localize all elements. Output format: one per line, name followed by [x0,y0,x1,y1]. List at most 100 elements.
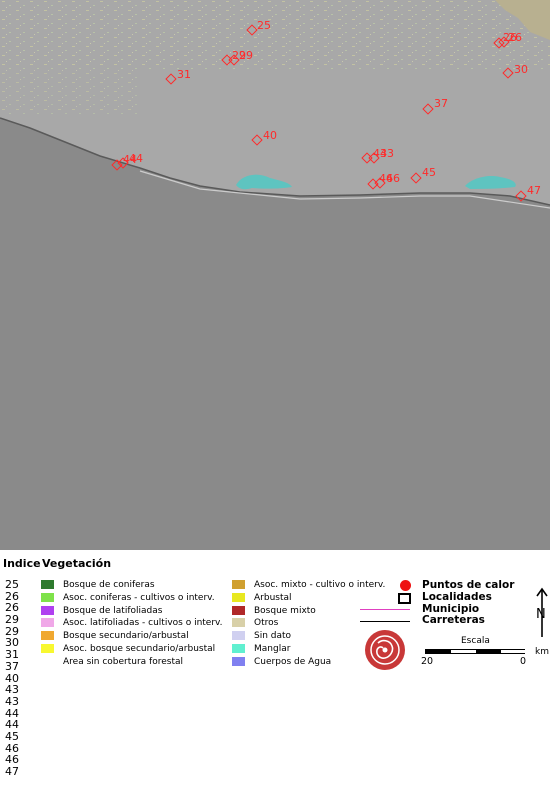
vegetation-swatch [41,580,54,589]
map-relief-texture [0,0,550,70]
map-coastal-sea [0,118,550,550]
vegetation-label: Bosque de latifoliadas [63,605,163,616]
hotspot-label: 29 [239,49,253,62]
hotspot-label: 31 [177,68,191,81]
hotspot-label: 47 [527,184,541,197]
hotspot-marker-icon[interactable] [374,177,386,189]
hotspot-label: 44 [123,153,137,166]
vegetation-header: Vegetación [42,557,112,570]
vegetation-label: Bosque secundario/arbustal [63,631,189,642]
vegetation-label: Bosque mixto [254,605,316,616]
hotspot-symbol-label: Puntos de calor [422,579,515,591]
hotspot-marker-icon[interactable] [410,172,422,184]
vegetation-swatch [41,643,54,653]
vegetation-swatch [232,605,245,615]
index-value: 29 [5,613,19,627]
hotspot-marker-icon[interactable] [498,36,510,48]
road-line-icon [360,621,410,622]
vegetation-label: Arbustal [254,592,292,603]
map-mountain-shade [495,0,550,40]
hotspot-marker-icon[interactable] [246,24,258,36]
vegetation-label: Manglar [254,643,291,654]
index-value: 43 [5,694,19,708]
hotspot-label: 26 [503,31,517,44]
scale-left-value: 20 [421,656,434,667]
hotspot-label: 26 [508,31,522,44]
hotspot-marker-icon[interactable] [111,159,123,171]
index-list: 25 26 26 29 29 30 31 37 40 43 43 44 44 45 46 46 47 [5,579,19,778]
hotspot-marker-icon[interactable] [493,37,505,49]
map-coastline [0,117,550,206]
locality-symbol-icon [398,593,411,604]
index-value: 46 [5,753,19,767]
municipality-line-icon [360,609,410,610]
index-value: 44 [5,706,19,720]
index-value: 46 [5,741,19,755]
hotspot-marker-icon[interactable] [502,67,514,79]
hotspot-label: 46 [386,172,400,185]
hotspot-marker-icon[interactable] [515,190,527,202]
north-letter: N [536,607,546,622]
hotspot-marker-icon[interactable] [361,152,373,164]
institution-seal-icon [365,630,405,670]
hotspot-label: 46 [379,172,393,185]
lagoon-east [465,176,516,189]
hotspot-label: 43 [380,147,394,160]
index-value: 30 [5,636,19,650]
index-value: 44 [5,718,19,732]
municipality-symbol-label: Municipio [422,603,480,615]
scale-bar [425,649,526,654]
hotspot-label: 37 [434,97,448,110]
index-value: 43 [5,683,19,697]
road-symbol-label: Carreteras [422,614,485,626]
index-value: 26 [5,589,19,603]
legend-panel: Indice Vegetación 25 26 26 29 29 30 31 37 40 43 43… [0,550,550,800]
hotspot-marker-icon[interactable] [422,103,434,115]
hotspot-marker-icon[interactable] [117,157,129,169]
map-shore-band [139,170,550,209]
vegetation-label: Cuerpos de Agua [254,656,332,667]
scale-title: Escala [461,636,490,646]
hotspot-label: 44 [129,152,143,165]
hotspot-label: 45 [422,166,436,179]
vegetation-label: Otros [254,618,279,629]
hotspot-marker-icon[interactable] [368,152,380,164]
vegetation-swatch [232,592,245,602]
vegetation-label: Asoc. bosque secundario/arbustal [63,643,216,654]
vegetation-swatch [41,605,54,615]
scale-unit: km [535,647,549,657]
vegetation-label: Asoc. latifoliadas - cultivos o interv. [63,618,223,629]
hotspot-label: 43 [373,147,387,160]
hotspot-marker-icon[interactable] [165,73,177,85]
vegetation-swatch [232,631,245,641]
vegetation-label: Bosque de coniferas [63,580,155,590]
hotspot-label: 30 [514,63,528,76]
index-value: 40 [5,671,19,685]
hotspot-marker-icon[interactable] [251,134,263,146]
vegetation-swatch [232,618,245,628]
index-value: 45 [5,729,19,743]
locality-symbol-label: Localidades [422,591,492,603]
vegetation-swatch [41,631,54,641]
lagoon-center [236,174,292,190]
hotspot-label: 29 [232,49,246,62]
index-header: Indice [3,557,41,570]
scale-right-value: 0 [520,656,527,667]
vegetation-swatch [232,656,245,666]
map-relief-texture-west [0,70,140,115]
hotspot-marker-icon[interactable] [228,54,240,66]
hotspot-marker-icon[interactable] [367,178,379,190]
hotspot-label: 40 [263,129,277,142]
index-value: 25 [5,578,19,591]
vegetation-swatch [232,643,245,653]
vegetation-swatch [41,618,54,628]
vegetation-swatch [41,592,54,602]
index-value: 26 [5,601,19,615]
index-value: 37 [5,659,19,673]
vegetation-label: Sin dato [254,631,292,642]
hotspot-symbol-icon [400,580,411,591]
index-value: 29 [5,624,19,638]
hotspot-marker-icon[interactable] [221,54,233,66]
index-value: 47 [5,765,19,778]
